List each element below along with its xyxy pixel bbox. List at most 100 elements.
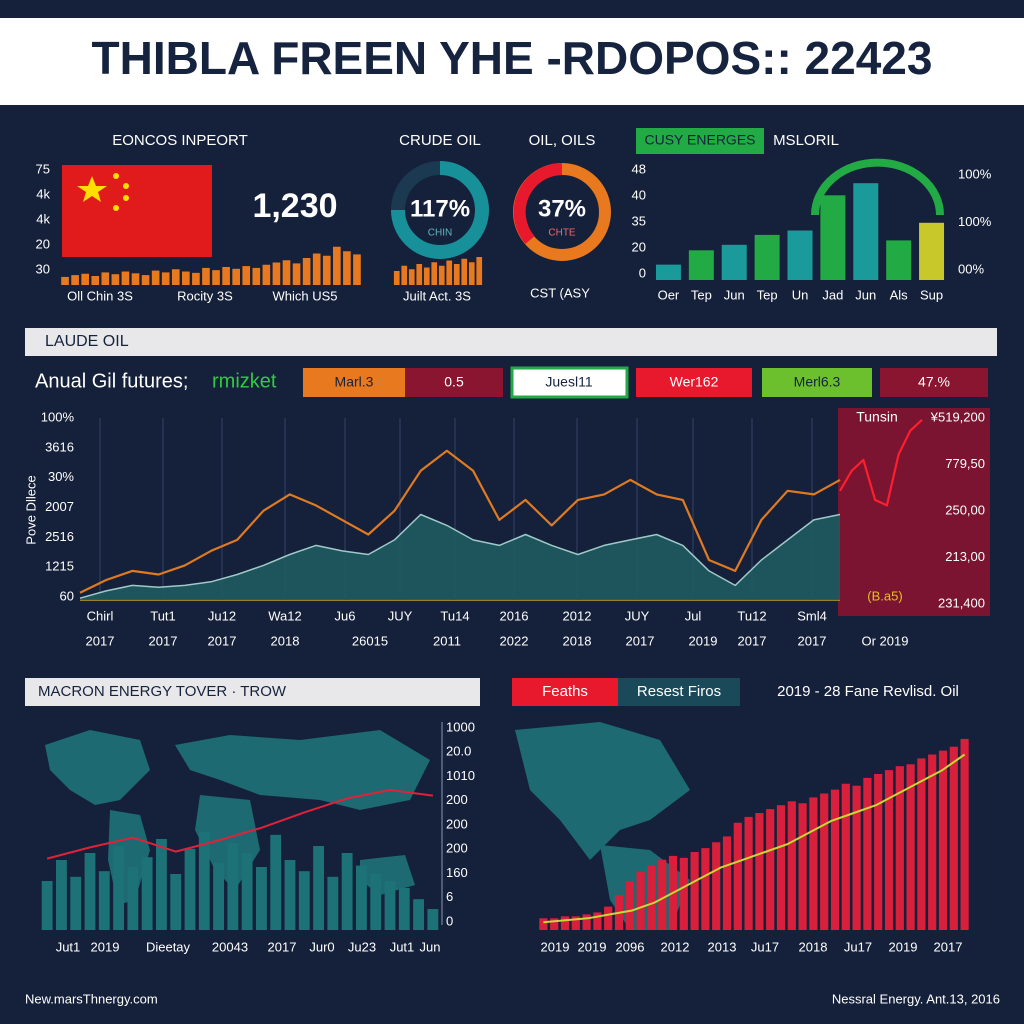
bar [343,251,351,285]
y-tick-label: 60 [60,588,74,603]
bar [798,803,807,930]
y-tick-label: 00% [958,261,984,276]
bar [56,860,67,930]
x-tick-label: Ju17 [751,939,779,954]
bar [213,862,224,930]
bar [712,842,721,930]
y-tick-label: 160 [446,865,468,880]
bar [202,267,210,285]
bar [61,276,69,285]
bar [161,272,170,285]
panel-heading: OIL, OILS [529,132,596,149]
bar [341,853,353,930]
x-tick-label: Jut1 [390,939,415,954]
gauge-value: 37% [538,195,586,222]
bar [242,266,251,285]
bar [431,262,438,285]
bar [461,258,468,285]
x-tick-label: Sml4 [797,608,827,623]
map-shape [515,722,690,860]
tab-text: Wer162 [670,374,719,390]
bar [820,793,829,930]
x-tick-label: Jul [685,608,702,623]
y-tick-label: 213,00 [945,549,985,564]
bar [393,271,400,285]
tab-text: 47.% [918,374,950,390]
bar [70,876,82,930]
bar [721,244,747,280]
bar [820,195,846,280]
x-tick-label: 2017 [86,633,115,648]
overlay-title: Tunsin [856,409,898,425]
map-shape [175,730,430,810]
tab-text: Juesl11 [545,374,592,390]
bar [928,754,937,930]
x-tick-label: Jun [420,939,441,954]
x-tick-label: Jad [822,287,843,302]
bar [84,853,96,930]
x-tick-label: 2017 [798,633,827,648]
bar [151,270,160,285]
panel-heading: MSLORIL [773,132,839,149]
tab [762,368,872,397]
bar [227,843,239,930]
bar [101,272,110,285]
bar [754,234,780,280]
gauge-label: CHTE [548,228,576,239]
x-tick-label: 2019 [578,939,607,954]
bar [917,758,926,930]
x-tick-label: Jun [855,287,876,302]
banner [25,328,997,356]
banner [25,678,480,706]
tab-text: Marl.3 [335,374,374,390]
bar [604,906,613,930]
bar [113,846,124,930]
series-line [79,449,841,594]
bar [91,276,100,285]
x-tick-label: Ju17 [844,939,872,954]
y-tick-label: 1215 [45,559,74,574]
tab [405,368,503,397]
map-shape [45,730,150,805]
bar [830,789,840,930]
tab [636,368,752,397]
subtitle: Anual Gil futures; [35,370,188,392]
bar [688,250,714,280]
bar [787,230,813,280]
x-tick-label: Un [792,287,809,302]
bar [722,836,732,930]
bar [776,805,786,930]
tag [636,128,764,154]
title-bar [0,18,1024,105]
gauge-label: CHIN [428,228,452,239]
gauge-arc [391,161,489,259]
y-tick-label: 100% [958,214,992,229]
banner-text: MACRON ENERGY TOVER · TROW [38,683,287,700]
x-tick-label: Ju12 [208,608,236,623]
bar [98,871,110,930]
y-tick-label: 4k [36,211,50,226]
bar [333,246,341,285]
y-tick-label: 250,00 [945,502,985,517]
bar [593,912,602,930]
tab [880,368,988,397]
series-line [79,513,841,599]
panel-heading: EONCOS INPEORT [112,132,248,149]
bar [787,801,796,930]
y-tick-label: 1000 [446,719,475,734]
bar [298,871,310,930]
y-tick-label: 20.0 [446,744,471,759]
bar [906,764,915,930]
bar [272,262,281,285]
x-tick-label: 2017 [934,939,963,954]
bar [384,881,396,930]
footer-left: New.marsThnergy.com [25,991,158,1006]
bar [127,867,139,930]
bar [852,785,861,930]
y-tick-label: 40 [632,187,646,202]
bar [427,909,439,930]
x-tick-label: Wa12 [268,608,301,623]
bar [282,260,291,285]
x-tick-label: Tep [757,287,778,302]
panel-heading: CRUDE OIL [399,132,481,149]
